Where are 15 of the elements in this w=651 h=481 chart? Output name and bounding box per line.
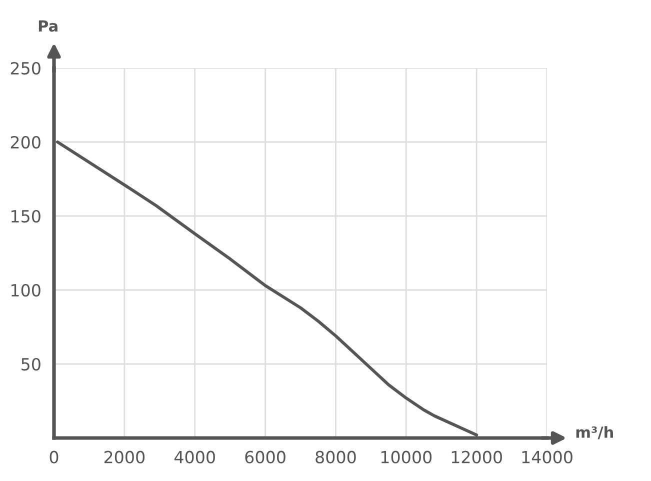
x-tick-label: 6000 <box>245 450 286 464</box>
x-tick-label: 14000 <box>522 450 572 464</box>
x-tick-label: 2000 <box>104 450 145 464</box>
y-axis-title: Pa <box>38 20 58 32</box>
x-axis-title: m³/h <box>576 426 613 440</box>
x-tick-label: 4000 <box>174 450 215 464</box>
x-tick-label: 10000 <box>381 450 432 464</box>
y-tick-label: 150 <box>12 210 40 223</box>
y-tick-label: 200 <box>10 136 40 149</box>
y-tick-label: 50 <box>22 358 40 371</box>
y-tick-label: 250 <box>10 62 40 75</box>
x-tick-label: 12000 <box>452 450 502 464</box>
x-tick-label: 8000 <box>316 450 356 464</box>
y-tick-label: 100 <box>12 284 40 297</box>
x-tick-label: 0 <box>50 450 58 464</box>
